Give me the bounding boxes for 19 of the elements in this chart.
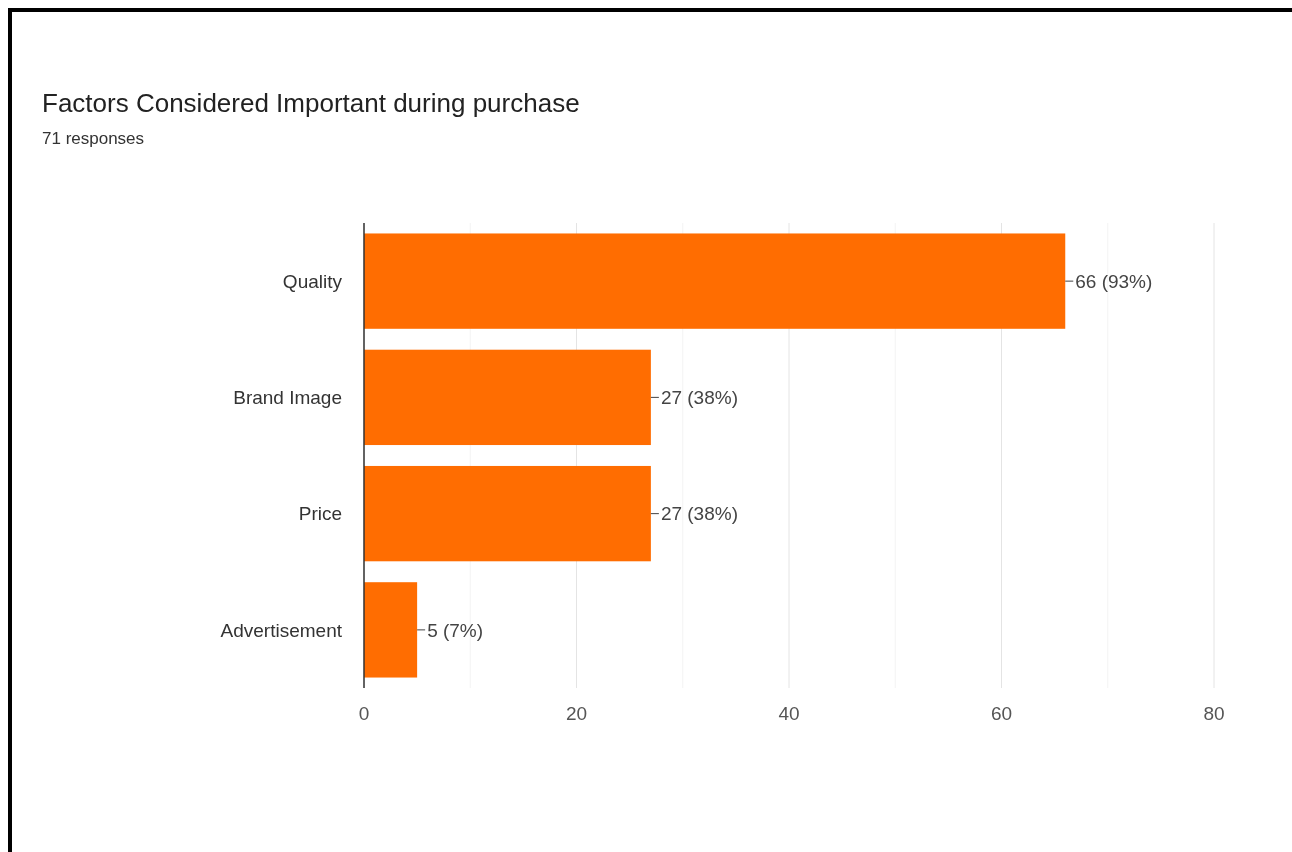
bar — [364, 465, 651, 562]
y-tick-label: Advertisement — [220, 619, 343, 641]
data-label: 66 (93%) — [1075, 270, 1153, 292]
chart-title: Factors Considered Important during purchase — [42, 88, 580, 118]
x-tick-label: 40 — [778, 703, 800, 724]
y-tick-label: Brand Image — [233, 387, 342, 409]
data-label: 27 (38%) — [660, 387, 738, 409]
y-tick-label: Quality — [282, 270, 343, 292]
x-tick-label: 80 — [1203, 703, 1225, 724]
y-tick-label: Price — [298, 503, 342, 525]
x-tick-label: 0 — [358, 703, 370, 724]
x-tick-label: 60 — [990, 703, 1013, 724]
data-label: 5 (7%) — [427, 619, 484, 641]
x-tick-label: 20 — [565, 703, 588, 724]
bar — [364, 582, 418, 678]
text: 71 responses — [42, 129, 145, 148]
bar — [364, 349, 651, 446]
bar — [364, 233, 1066, 329]
data-label: 27 (38%) — [660, 503, 738, 525]
